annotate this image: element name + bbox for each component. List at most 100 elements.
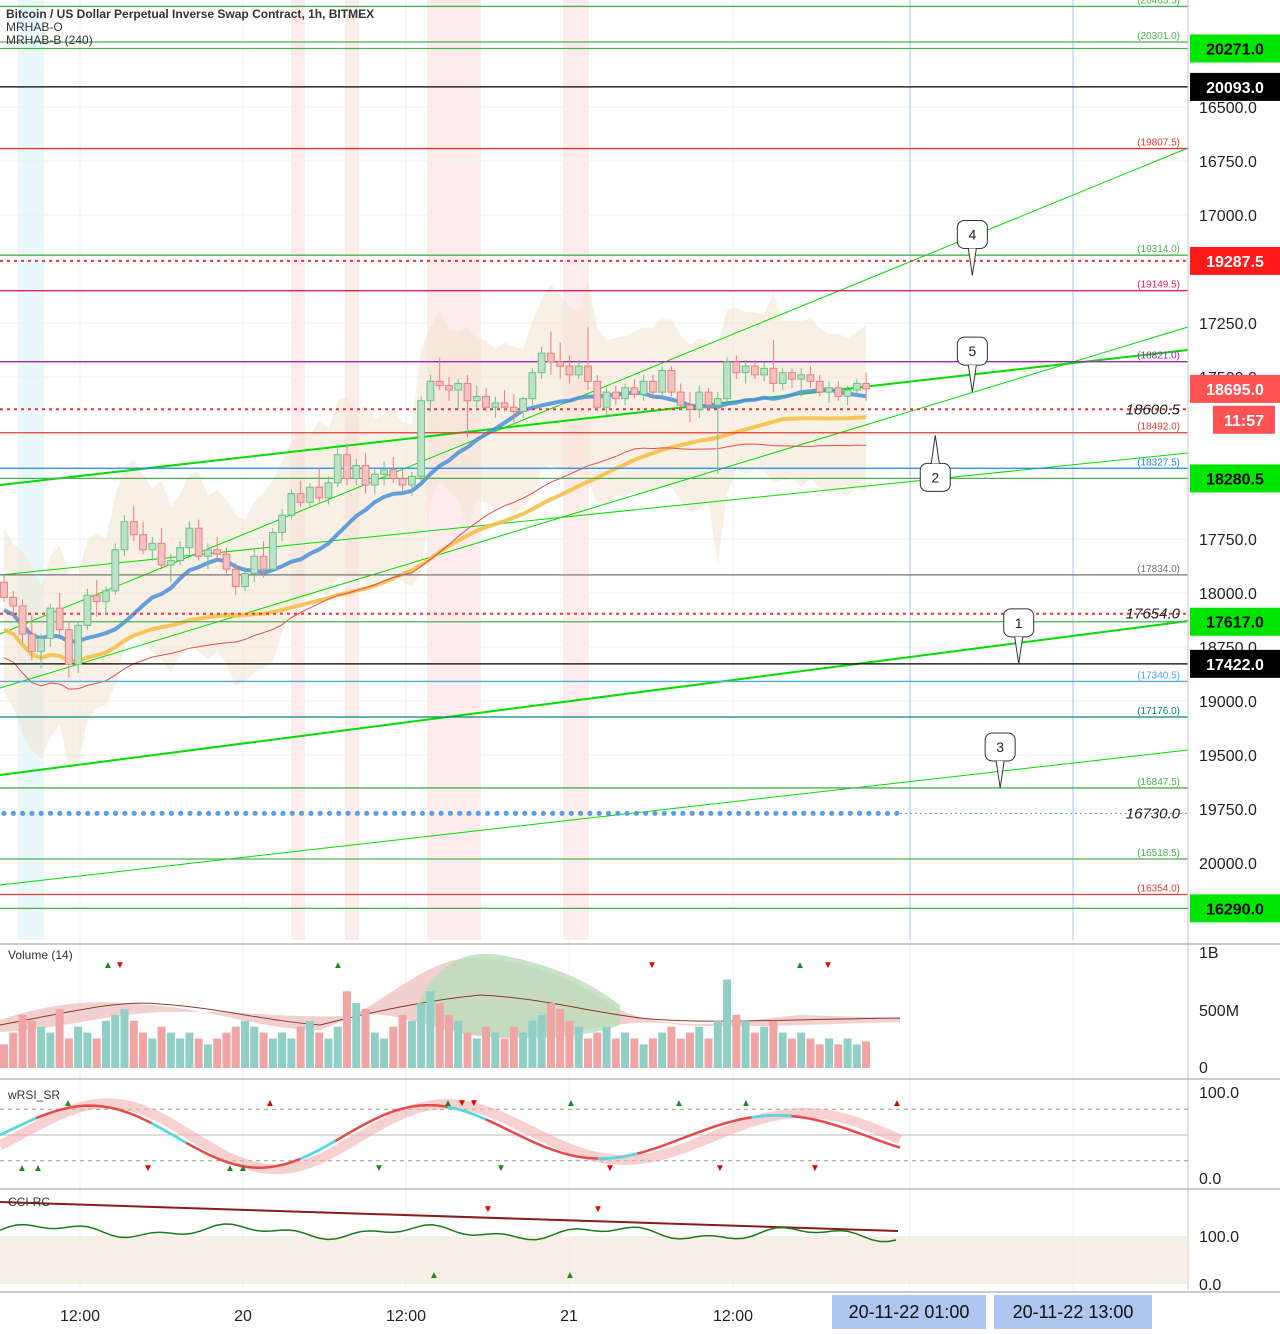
volume-bar	[166, 1032, 175, 1068]
dot-marker	[336, 810, 342, 816]
callout-label: 2	[931, 469, 939, 485]
callout-4: 4	[956, 219, 988, 276]
volume-bar	[806, 1038, 815, 1068]
volume-bar	[129, 1020, 138, 1068]
price-badge-label: 20271.0	[1206, 41, 1264, 58]
volume-bar	[834, 1044, 843, 1068]
volume-bar	[704, 1038, 713, 1068]
candle-body	[166, 560, 175, 566]
candle-body	[547, 352, 555, 363]
rsi-signal-marker: ▲	[225, 1163, 235, 1174]
dot-marker	[466, 810, 472, 816]
candle-body	[815, 380, 824, 393]
dot-marker	[364, 810, 370, 816]
candle-body	[732, 361, 741, 374]
candle-body	[111, 549, 120, 592]
volume-bar	[491, 1032, 500, 1068]
price-tick-label: 17000.0	[1199, 208, 1257, 225]
price-badge	[1190, 374, 1280, 403]
volume-bar	[500, 1038, 509, 1068]
cci-signal-marker: ▼	[593, 1204, 603, 1215]
candle-body	[649, 380, 657, 393]
candle-body	[278, 514, 287, 534]
callout-label: 3	[996, 739, 1004, 755]
callout-label: 4	[968, 226, 976, 242]
volume-bar	[259, 1032, 268, 1068]
volume-bar	[398, 1014, 407, 1068]
candle-body	[64, 629, 73, 665]
candle-body	[667, 370, 676, 393]
candle-body	[389, 469, 398, 480]
price-tick-label: 20000.0	[1199, 856, 1257, 873]
candle-body	[741, 365, 750, 374]
dot-marker	[522, 810, 528, 816]
callout-pointer	[1014, 636, 1024, 664]
dot-marker	[736, 810, 742, 816]
volume-bar	[185, 1032, 194, 1068]
candle-body	[834, 387, 843, 397]
indicator-mrhab-b[interactable]: MRHAB-B (240)	[6, 33, 93, 47]
trend-line	[0, 326, 1189, 689]
volume-bar	[639, 1044, 648, 1068]
candle-body	[185, 527, 194, 549]
volume-bar	[630, 1038, 639, 1068]
volume-bar	[157, 1026, 166, 1068]
dot-marker	[345, 810, 351, 816]
candle-body	[621, 387, 629, 400]
rsi-band	[0, 1098, 902, 1175]
cci-pane-title[interactable]: CCI-RC	[8, 1195, 50, 1209]
volume-bar	[250, 1026, 259, 1068]
candle-body	[491, 402, 500, 408]
volume-bar	[454, 1020, 463, 1068]
volume-bar	[862, 1041, 871, 1068]
indicator-mrhab-o[interactable]: MRHAB-O	[6, 20, 63, 34]
level-label: (16518.5)	[1137, 848, 1180, 859]
dot-marker	[764, 810, 770, 816]
candle-body	[27, 633, 36, 652]
dot-marker	[159, 810, 165, 816]
wrsi-pane-title[interactable]: wRSI_SR	[8, 1088, 61, 1102]
candle-body	[528, 372, 537, 400]
dot-marker	[447, 810, 453, 816]
dot-marker	[578, 810, 584, 816]
callout-pointer	[995, 760, 1005, 789]
volume-bar	[426, 991, 435, 1068]
price-badge	[1190, 607, 1280, 636]
dot-marker	[773, 810, 779, 816]
candle-body	[602, 391, 611, 408]
volume-bar	[713, 1020, 722, 1068]
candle-body	[259, 555, 268, 570]
callout-5: 5	[956, 336, 988, 393]
candle-body	[268, 532, 277, 570]
dot-marker	[531, 810, 537, 816]
volume-bar	[203, 1044, 212, 1068]
volume-band	[420, 953, 620, 1038]
candle-body	[426, 380, 435, 402]
rsi-signal-marker: ▲	[265, 1098, 275, 1109]
level-label: (18492.0)	[1137, 422, 1180, 433]
price-badge	[1190, 464, 1280, 493]
dot-marker	[382, 810, 388, 816]
candle-body	[556, 361, 565, 367]
rsi-signal-marker: ▼	[810, 1163, 820, 1174]
dot-marker	[717, 810, 723, 816]
candle-body	[537, 352, 546, 374]
dot-marker	[810, 810, 816, 816]
volume-pane-title[interactable]: Volume (14)	[8, 948, 73, 962]
volume-bar	[593, 1032, 602, 1068]
candle-body	[760, 367, 769, 376]
candle-body	[509, 406, 518, 413]
rsi-signal-marker: ▼	[605, 1163, 615, 1174]
volume-bar	[760, 1026, 769, 1068]
volume-bar	[787, 1038, 796, 1068]
volume-bar	[324, 1038, 333, 1068]
dot-marker	[457, 810, 463, 816]
volume-bar	[565, 1020, 574, 1068]
cci-tick-label: 100.0	[1199, 1229, 1239, 1246]
candle-body	[862, 382, 871, 390]
dot-marker	[708, 810, 714, 816]
candle-body	[445, 385, 453, 391]
volume-bar	[287, 1038, 296, 1068]
volume-bar	[352, 1003, 361, 1068]
